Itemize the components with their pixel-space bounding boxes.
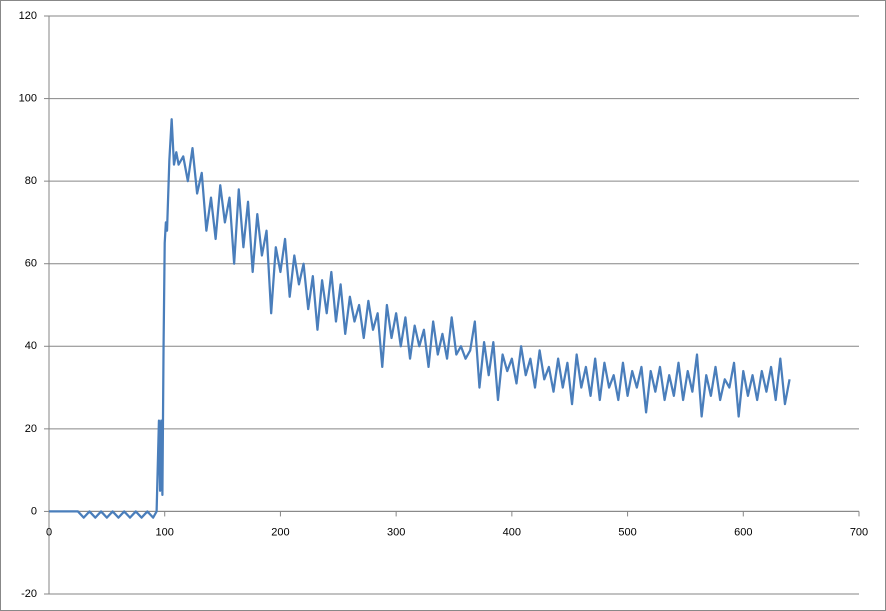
x-tick-label: 500 — [618, 526, 636, 538]
x-tick-label: 100 — [156, 526, 174, 538]
y-tick-label: 40 — [25, 340, 37, 352]
y-tick-label: 0 — [31, 505, 37, 517]
x-tick-label: 700 — [850, 526, 868, 538]
x-tick-label: 400 — [503, 526, 521, 538]
y-tick-label: 20 — [25, 423, 37, 435]
x-tick-label: 300 — [387, 526, 405, 538]
y-tick-label: -20 — [21, 588, 37, 600]
y-tick-label: 80 — [25, 175, 37, 187]
y-tick-label: 100 — [19, 92, 37, 104]
x-tick-label: 200 — [271, 526, 289, 538]
line-series — [49, 118, 791, 519]
y-tick-label: 60 — [25, 258, 37, 270]
x-tick-label: 600 — [734, 526, 752, 538]
y-tick-label: 120 — [19, 10, 37, 22]
x-tick-label: 0 — [46, 526, 52, 538]
